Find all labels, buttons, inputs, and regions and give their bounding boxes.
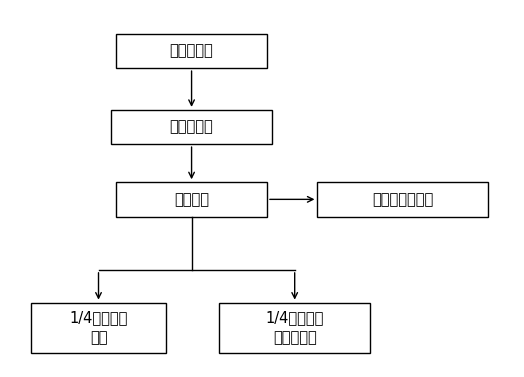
Bar <box>219 302 370 353</box>
Bar <box>116 34 267 68</box>
Text: 样品分装: 样品分装 <box>174 192 209 207</box>
Text: 1/4膜无机离
子浓度分析: 1/4膜无机离 子浓度分析 <box>266 310 324 345</box>
Bar <box>116 182 267 216</box>
Text: 实验室保存: 实验室保存 <box>170 120 213 135</box>
Text: 冰箱中冷冻保存: 冰箱中冷冻保存 <box>372 192 433 207</box>
Text: 石英膜样品: 石英膜样品 <box>170 43 213 58</box>
Bar <box>111 110 272 144</box>
Bar <box>318 182 488 216</box>
Text: 1/4膜碳浓度
分析: 1/4膜碳浓度 分析 <box>69 310 128 345</box>
Bar <box>30 302 167 353</box>
